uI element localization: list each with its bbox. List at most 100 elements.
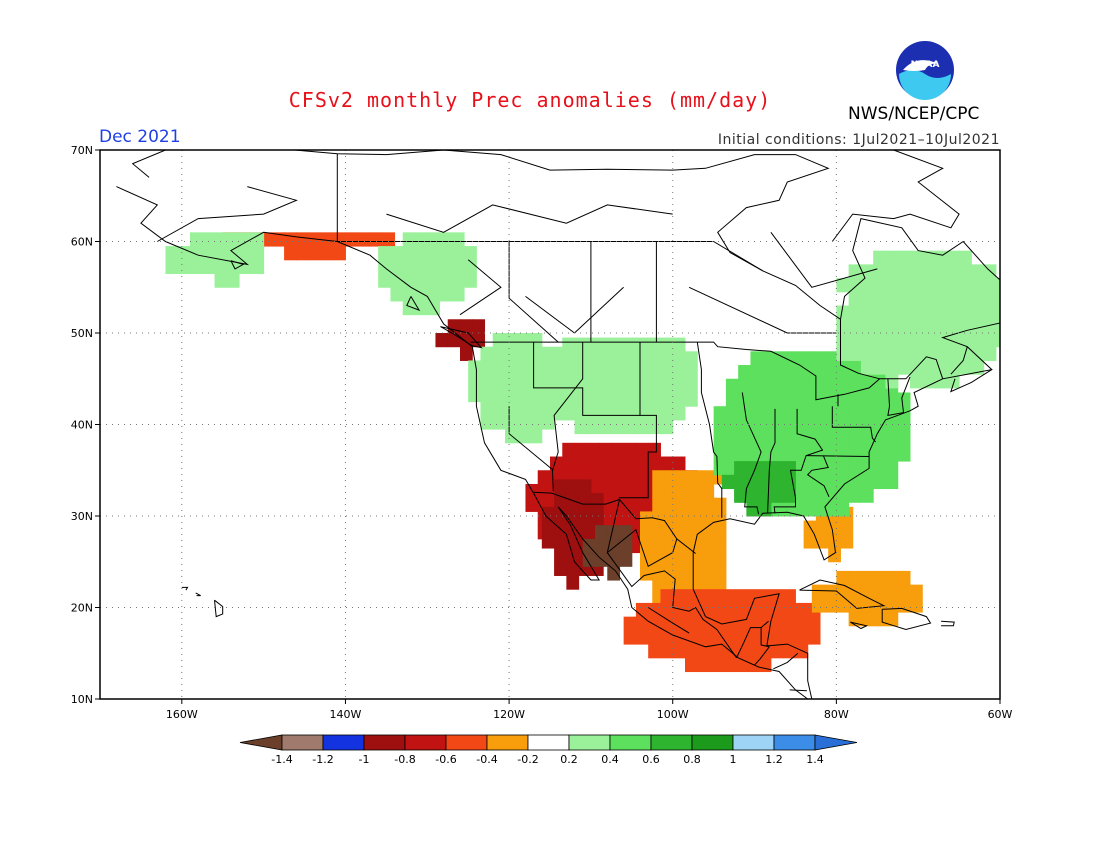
coastline (230, 260, 245, 270)
colorbar-left-arrow (239, 734, 283, 751)
colorbar-label: 0.4 (601, 753, 619, 766)
political-border (386, 204, 673, 233)
colorbar-swatch (773, 734, 816, 751)
colorbar-label: -0.4 (476, 753, 497, 766)
latitude-labels: 70N 60N 50N 40N 30N 20N 10N (71, 144, 100, 706)
forecast-month: Dec 2021 (99, 127, 181, 147)
coastline (881, 607, 932, 631)
colorbar-label: 0.2 (560, 753, 578, 766)
colorbar-swatch (732, 734, 775, 751)
coastline (406, 296, 421, 312)
longitude-labels: 160W 140W 120W 100W 80W 60W (166, 699, 1013, 721)
coastlines-borders (116, 150, 1057, 699)
colorbar-swatch (691, 734, 734, 751)
graticule (100, 150, 1000, 699)
colorbar-swatch (363, 734, 406, 751)
political-border (887, 376, 911, 417)
colorbar-swatch (281, 734, 324, 751)
political-border (770, 232, 878, 288)
political-border (806, 455, 870, 457)
colorbar-label: 1 (730, 753, 737, 766)
political-border (741, 392, 762, 515)
lat-label: 20N (71, 602, 93, 615)
political-border (806, 455, 830, 498)
political-border (508, 406, 554, 471)
political-border (760, 627, 770, 648)
political-border (736, 620, 769, 659)
political-border (470, 341, 944, 401)
political-border (606, 499, 737, 659)
political-border (696, 342, 723, 518)
anomaly-region (435, 319, 486, 361)
colorbar-swatch (527, 734, 570, 751)
political-border (754, 646, 770, 666)
political-border (713, 241, 763, 272)
political-border (767, 408, 776, 514)
colorbar: -1.4 -1.2 -1 -0.8 -0.6 -0.4 -0.2 0.2 0.4 0.6 0.8 1 1… (239, 734, 858, 766)
colorbar-swatch (404, 734, 447, 751)
lon-label: 60W (988, 708, 1013, 721)
colorbar-swatch (609, 734, 652, 751)
political-border (647, 607, 690, 634)
lon-label: 140W (330, 708, 362, 721)
political-border (831, 406, 876, 443)
coastline (195, 592, 201, 597)
colorbar-right-arrow (814, 734, 858, 751)
initial-conditions: Initial conditions: 1Jul2021–10Jul2021 (717, 132, 1000, 148)
anomaly-region (378, 232, 477, 316)
agency-label: NWS/NCEP/CPC (848, 104, 980, 124)
colorbar-swatch (486, 734, 529, 751)
lon-label: 100W (657, 708, 689, 721)
political-border (459, 259, 502, 316)
political-border (606, 528, 678, 568)
political-border (157, 186, 298, 242)
colorbar-label: 1.4 (806, 753, 824, 766)
colorbar-swatch (650, 734, 693, 751)
lon-label: 80W (824, 708, 849, 721)
lat-label: 50N (71, 327, 93, 340)
colorbar-swatch (445, 734, 488, 751)
noaa-logo-icon: NOAA (896, 41, 954, 100)
anomaly-field (165, 232, 1000, 673)
colorbar-label: -1.2 (312, 753, 333, 766)
coastline (941, 620, 955, 627)
political-border (533, 342, 640, 416)
political-border (950, 369, 993, 393)
political-border (532, 491, 696, 554)
logo-text: NOAA (911, 60, 940, 70)
colorbar-label: -0.8 (394, 753, 415, 766)
colorbar-label: -0.2 (517, 753, 538, 766)
anomaly-region (525, 337, 698, 435)
colorbar-label: 1.2 (765, 753, 783, 766)
coastline (131, 150, 1000, 699)
coastline (116, 186, 808, 699)
colorbar-label: -1 (359, 753, 370, 766)
lon-label: 120W (493, 708, 525, 721)
lat-label: 70N (71, 144, 93, 157)
colorbar-swatch (568, 734, 611, 751)
coastline (1008, 318, 1057, 360)
lat-label: 10N (71, 693, 93, 706)
lat-label: 40N (71, 419, 93, 432)
anomaly-region (811, 570, 923, 627)
coastline (831, 150, 960, 242)
political-border (773, 408, 824, 514)
colorbar-label: -0.6 (435, 753, 456, 766)
coastline (440, 326, 483, 349)
lat-label: 60N (71, 236, 93, 249)
colorbar-label: 0.8 (683, 753, 701, 766)
political-border (551, 342, 584, 492)
colorbar-swatch (322, 734, 365, 751)
chart-title: CFSv2 monthly Prec anomalies (mm/day) (288, 88, 772, 112)
coastline (181, 586, 189, 591)
coastline (850, 621, 869, 630)
political-border (508, 241, 559, 343)
colorbar-label: 0.6 (642, 753, 660, 766)
political-border (618, 342, 657, 499)
political-border (789, 689, 807, 692)
colorbar-label: -1.4 (271, 753, 292, 766)
coastline (214, 599, 224, 618)
coastline (799, 579, 886, 609)
lon-label: 160W (166, 708, 198, 721)
